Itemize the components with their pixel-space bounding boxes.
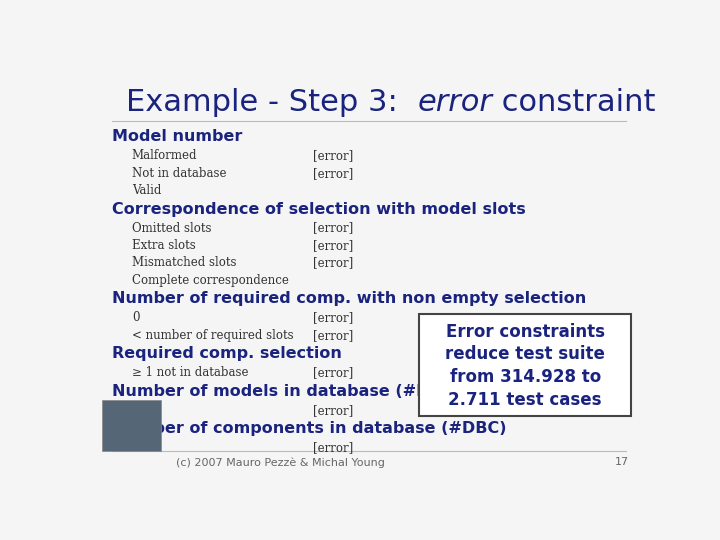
Text: 0: 0 [132, 441, 140, 454]
Text: [error]: [error] [313, 239, 354, 252]
Text: constraint: constraint [492, 87, 656, 117]
Text: Example - Step 3:: Example - Step 3: [126, 87, 418, 117]
Text: ≥ 1 not in database: ≥ 1 not in database [132, 366, 248, 379]
Text: 17: 17 [614, 457, 629, 467]
Text: Model number: Model number [112, 129, 243, 144]
Text: Number of required comp. with non empty selection: Number of required comp. with non empty … [112, 292, 587, 306]
Text: Number of models in database (#DBM): Number of models in database (#DBM) [112, 384, 465, 399]
Text: Not in database: Not in database [132, 167, 226, 180]
Text: 0: 0 [132, 404, 140, 417]
Text: [error]: [error] [313, 167, 354, 180]
Text: [error]: [error] [313, 312, 354, 325]
Text: Valid: Valid [132, 184, 161, 197]
Text: < number of required slots: < number of required slots [132, 329, 294, 342]
Text: [error]: [error] [313, 366, 354, 379]
Text: Mismatched slots: Mismatched slots [132, 256, 236, 269]
Text: 0: 0 [132, 312, 140, 325]
Text: Error constraints
reduce test suite
from 314.928 to
2.711 test cases: Error constraints reduce test suite from… [445, 322, 606, 409]
Text: Complete correspondence: Complete correspondence [132, 274, 289, 287]
Text: Omitted slots: Omitted slots [132, 221, 212, 234]
Text: [error]: [error] [313, 404, 354, 417]
Text: (c) 2007 Mauro Pezzè & Michal Young: (c) 2007 Mauro Pezzè & Michal Young [176, 457, 385, 468]
Text: [error]: [error] [313, 329, 354, 342]
FancyBboxPatch shape [102, 400, 161, 451]
Text: Number of components in database (#DBC): Number of components in database (#DBC) [112, 421, 507, 436]
Text: Malformed: Malformed [132, 149, 197, 162]
Text: Extra slots: Extra slots [132, 239, 196, 252]
Text: error: error [418, 87, 492, 117]
Text: [error]: [error] [313, 441, 354, 454]
Text: [error]: [error] [313, 149, 354, 162]
Text: [error]: [error] [313, 221, 354, 234]
Text: [error]: [error] [313, 256, 354, 269]
Text: Correspondence of selection with model slots: Correspondence of selection with model s… [112, 201, 526, 217]
FancyBboxPatch shape [419, 314, 631, 416]
Text: Required comp. selection: Required comp. selection [112, 346, 342, 361]
